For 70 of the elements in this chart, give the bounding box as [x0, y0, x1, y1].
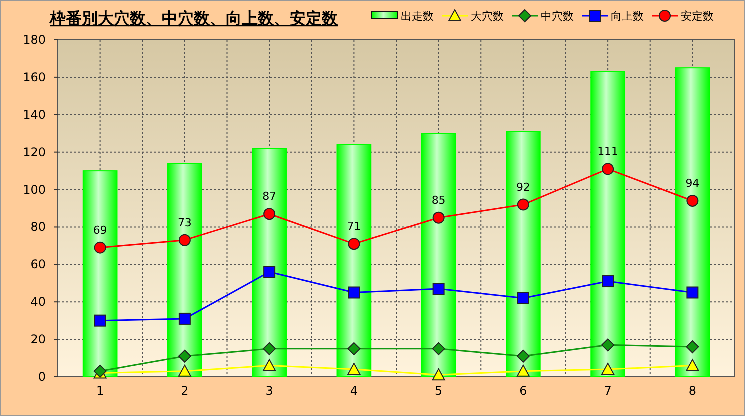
point	[264, 208, 276, 220]
chart-title: 枠番別大穴数、中穴数、向上数、安定数	[49, 9, 339, 28]
y-tick-label: 120	[23, 145, 46, 160]
point	[516, 350, 530, 363]
y-tick-label: 20	[30, 332, 46, 347]
x-tick-label: 1	[96, 384, 104, 398]
bar	[336, 144, 372, 378]
x-tick-label: 3	[266, 384, 274, 398]
bar	[506, 131, 541, 378]
point	[94, 314, 106, 327]
x-tick-label: 4	[350, 384, 358, 398]
y-tick-label: 100	[23, 182, 46, 197]
bar	[82, 170, 118, 378]
legend-label: 安定数	[681, 10, 714, 23]
point	[602, 276, 614, 288]
bar	[675, 68, 710, 378]
point	[686, 359, 700, 372]
data-label: 69	[93, 224, 108, 237]
bar	[421, 133, 456, 378]
point	[178, 312, 191, 325]
data-label: 85	[432, 194, 446, 207]
bar	[590, 71, 626, 378]
y-tick-label: 180	[23, 33, 46, 47]
x-tick-label: 2	[181, 384, 189, 398]
point	[178, 364, 192, 377]
y-tick-label: 140	[23, 108, 46, 122]
point	[602, 163, 614, 176]
point	[178, 350, 192, 363]
data-label: 111	[598, 145, 619, 158]
legend-label: 出走数	[401, 10, 434, 23]
bar	[168, 163, 202, 378]
data-label: 73	[178, 216, 192, 230]
point	[686, 195, 699, 208]
y-tick-label: 60	[30, 258, 46, 272]
point	[263, 359, 276, 372]
point	[432, 212, 445, 224]
point	[264, 266, 276, 278]
legend-label: 大穴数	[471, 10, 504, 23]
point	[348, 286, 360, 299]
point	[517, 292, 530, 304]
point	[432, 342, 446, 356]
point	[348, 363, 361, 376]
point	[432, 368, 446, 381]
y-tick-label: 160	[23, 70, 46, 84]
point	[517, 198, 530, 211]
point	[263, 342, 276, 356]
point	[178, 234, 191, 246]
point	[432, 283, 445, 296]
point	[94, 242, 106, 254]
y-tick-label: 40	[30, 295, 46, 310]
point	[602, 363, 615, 376]
legend-label: 向上数	[611, 10, 644, 23]
point	[348, 238, 360, 250]
y-tick-label: 0	[38, 370, 46, 384]
legend-label: 中穴数	[541, 10, 574, 23]
point	[602, 338, 615, 352]
x-tick-label: 5	[434, 384, 443, 398]
point	[686, 340, 700, 354]
point	[686, 286, 699, 299]
x-tick-label: 7	[604, 384, 612, 398]
data-label: 92	[516, 180, 530, 194]
x-tick-label: 6	[520, 384, 528, 398]
data-label: 87	[262, 190, 277, 204]
data-label: 71	[347, 220, 362, 234]
point	[348, 342, 361, 356]
y-tick-label: 80	[30, 220, 46, 234]
point	[516, 364, 530, 377]
bar	[252, 148, 287, 378]
x-tick-label: 8	[688, 384, 697, 398]
data-label: 94	[686, 177, 700, 190]
